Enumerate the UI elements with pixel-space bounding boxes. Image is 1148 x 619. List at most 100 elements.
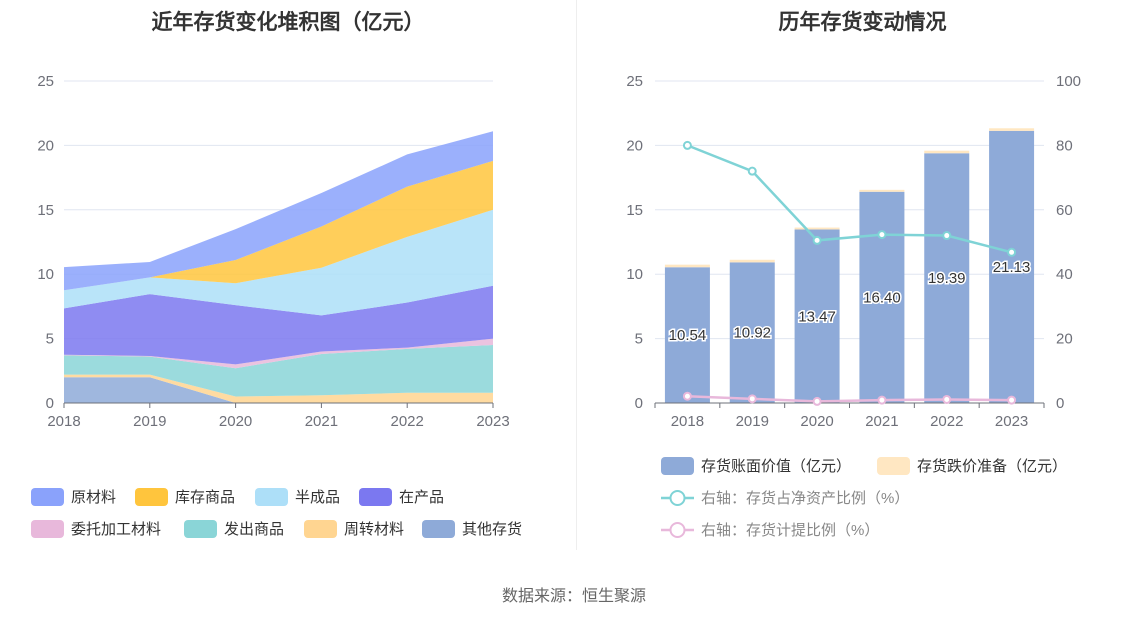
legend-label: 存货跌价准备（亿元） bbox=[917, 458, 1067, 475]
bar-provision bbox=[794, 227, 840, 230]
x-tick-label: 2023 bbox=[476, 413, 509, 430]
line-point bbox=[682, 391, 692, 401]
x-tick-label: 2023 bbox=[995, 413, 1028, 430]
bar-data-label: 19.39 bbox=[928, 270, 966, 287]
x-tick-label: 2019 bbox=[133, 413, 166, 430]
legend-label: 周转材料 bbox=[344, 521, 404, 538]
y-tick-label: 0 bbox=[635, 395, 643, 412]
legend-label: 右轴：存货占净资产比例（%） bbox=[701, 490, 909, 507]
x-tick-label: 2022 bbox=[930, 413, 963, 430]
bar-provision bbox=[989, 128, 1035, 131]
area-chart-panel: 近年存货变化堆积图（亿元） 0 5 10 15 20 25 2018 2019 2020 2021… bbox=[0, 0, 576, 560]
legend-swatch bbox=[135, 488, 168, 506]
line-point bbox=[1007, 395, 1017, 405]
y-tick-label: 10 bbox=[626, 266, 643, 283]
line-point bbox=[877, 230, 887, 240]
legend-marker bbox=[669, 522, 686, 538]
legend-swatch bbox=[31, 488, 64, 506]
x-tick-label: 2018 bbox=[47, 413, 80, 430]
legend-label: 其他存货 bbox=[462, 521, 522, 538]
legend-label: 发出商品 bbox=[224, 521, 284, 538]
line-point bbox=[877, 395, 887, 405]
y-tick-label: 15 bbox=[626, 202, 643, 219]
legend-swatch bbox=[255, 488, 288, 506]
legend-swatch bbox=[661, 457, 694, 475]
x-tick-label: 2020 bbox=[800, 413, 833, 430]
line-point bbox=[1007, 247, 1017, 257]
stacked-area-chart: 0 5 10 15 20 25 2018 2019 2020 2021 2022 2023 原材料 库存商… bbox=[31, 73, 522, 538]
line-point bbox=[747, 394, 757, 404]
area-series bbox=[64, 131, 493, 291]
y2-tick-label: 40 bbox=[1056, 266, 1073, 283]
bar-data-label: 13.47 bbox=[798, 308, 836, 325]
legend-label: 半成品 bbox=[295, 489, 340, 506]
x-tick-label: 2018 bbox=[671, 413, 704, 430]
bar-book-value bbox=[859, 191, 905, 403]
bar-provision bbox=[859, 189, 905, 192]
legend-label: 右轴：存货计提比例（%） bbox=[701, 522, 879, 539]
left-chart-title: 近年存货变化堆积图（亿元） bbox=[151, 11, 425, 34]
line-point bbox=[942, 394, 952, 404]
bar-provision bbox=[729, 259, 775, 263]
line-series bbox=[687, 394, 1012, 403]
bar-book-value bbox=[664, 267, 710, 403]
line-point bbox=[747, 166, 757, 176]
y-tick-label: 20 bbox=[37, 137, 54, 154]
legend-swatch bbox=[184, 520, 217, 538]
bar-chart-panel: 历年存货变动情况 0 5 10 15 20 25 0 20 40 60 80 100 10.54 10.9… bbox=[577, 0, 1148, 560]
legend-swatch bbox=[304, 520, 337, 538]
bar-book-value bbox=[794, 229, 840, 403]
data-source: 数据来源：恒生聚源 bbox=[501, 588, 646, 605]
y2-tick-label: 20 bbox=[1056, 331, 1073, 348]
y-tick-label: 5 bbox=[635, 331, 643, 348]
panel-divider bbox=[576, 0, 577, 550]
y-tick-label: 25 bbox=[37, 73, 54, 90]
y-tick-label: 20 bbox=[626, 137, 643, 154]
legend-marker bbox=[669, 490, 686, 506]
y2-tick-label: 0 bbox=[1056, 395, 1064, 412]
legend-label: 在产品 bbox=[399, 489, 444, 506]
bar-provision bbox=[664, 264, 710, 268]
bar-data-label: 10.92 bbox=[733, 325, 771, 342]
legend-label: 委托加工材料 bbox=[71, 521, 161, 538]
line-point bbox=[812, 396, 822, 406]
y-tick-label: 25 bbox=[626, 73, 643, 90]
x-tick-label: 2020 bbox=[219, 413, 252, 430]
area-series bbox=[64, 374, 493, 403]
bar-data-label: 10.54 bbox=[669, 327, 707, 344]
x-tick-label: 2019 bbox=[736, 413, 769, 430]
legend-label: 库存商品 bbox=[175, 489, 235, 506]
line-point bbox=[942, 231, 952, 241]
area-series bbox=[64, 209, 493, 316]
area-series bbox=[64, 345, 493, 397]
bar-data-label: 16.40 bbox=[863, 289, 901, 306]
line-point bbox=[682, 140, 692, 150]
y-tick-label: 10 bbox=[37, 266, 54, 283]
legend-swatch bbox=[31, 520, 64, 538]
line-series bbox=[686, 144, 1012, 254]
y-tick-label: 15 bbox=[37, 202, 54, 219]
legend-swatch bbox=[359, 488, 392, 506]
y-tick-label: 0 bbox=[46, 395, 54, 412]
x-tick-label: 2021 bbox=[305, 413, 338, 430]
stacked-bar-line-chart: 0 5 10 15 20 25 0 20 40 60 80 100 10.54 10.92 13.47 16.… bbox=[626, 73, 1081, 539]
x-tick-label: 2022 bbox=[391, 413, 424, 430]
bar-book-value bbox=[989, 130, 1035, 404]
right-chart-title: 历年存货变动情况 bbox=[778, 11, 947, 34]
legend-label: 原材料 bbox=[71, 489, 116, 506]
legend-label: 存货账面价值（亿元） bbox=[701, 458, 851, 475]
bar-provision bbox=[924, 150, 970, 154]
y2-tick-label: 80 bbox=[1056, 137, 1073, 154]
area-series bbox=[64, 160, 493, 291]
y2-tick-label: 60 bbox=[1056, 202, 1073, 219]
legend-swatch bbox=[422, 520, 455, 538]
x-tick-label: 2021 bbox=[865, 413, 898, 430]
line-point bbox=[812, 235, 822, 245]
y-tick-label: 5 bbox=[46, 331, 54, 348]
bar-book-value bbox=[729, 262, 775, 403]
bar-book-value bbox=[924, 153, 970, 403]
legend-swatch bbox=[877, 457, 910, 475]
bar-data-label: 21.13 bbox=[993, 259, 1031, 276]
area-series bbox=[64, 285, 493, 365]
y2-tick-label: 100 bbox=[1056, 73, 1081, 90]
